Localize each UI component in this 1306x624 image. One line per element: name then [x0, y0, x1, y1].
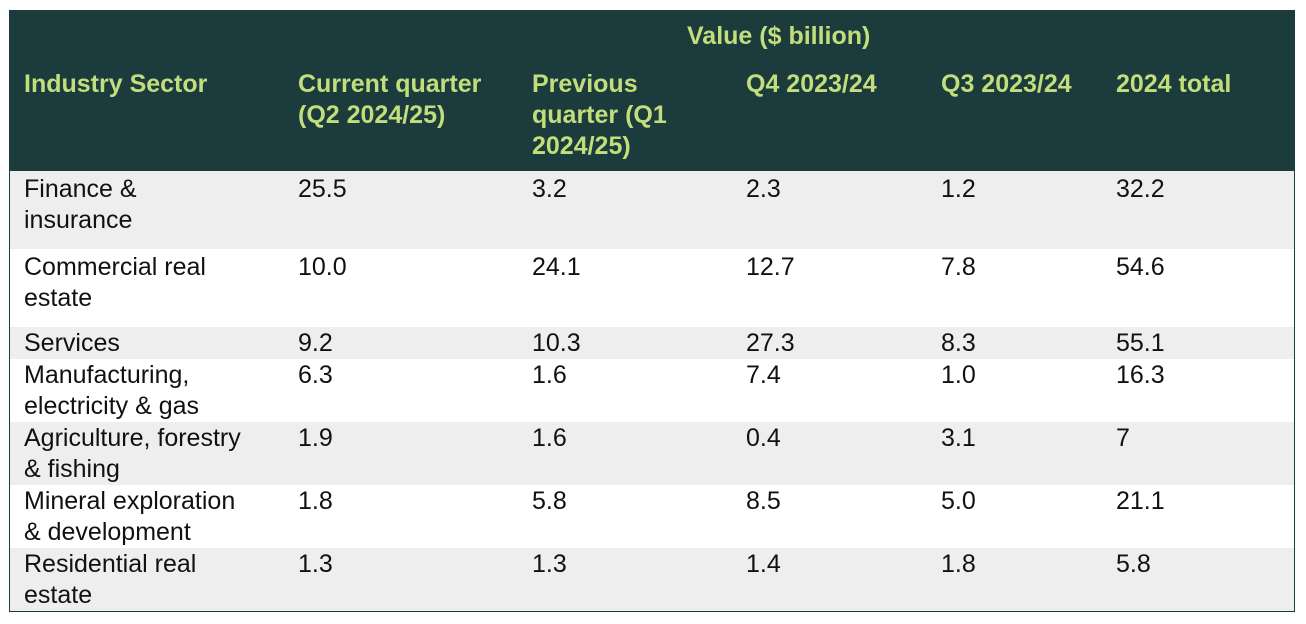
previous-quarter-cell: 10.3 [532, 329, 581, 357]
previous-quarter-cell: 5.8 [532, 487, 567, 515]
header-current-line-1: Current quarter [298, 70, 482, 98]
value-group-label: Value ($ billion) [687, 22, 871, 50]
header-current-line-2: (Q2 2024/25) [298, 101, 446, 129]
q3-cell: 3.1 [941, 424, 976, 452]
previous-quarter-cell: 24.1 [532, 253, 581, 281]
header-current-quarter: Current quarter (Q2 2024/25) [298, 69, 481, 131]
sector-line: Agriculture, forestry [24, 424, 241, 452]
q4-cell: 2.3 [746, 175, 781, 203]
table-row: Residential real estate 1.3 1.3 1.4 1.8 … [10, 548, 1294, 611]
q3-cell: 8.3 [941, 329, 976, 357]
sector-line: estate [24, 284, 93, 312]
sector-cell: Finance & insurance [24, 174, 137, 236]
sector-line: insurance [24, 206, 133, 234]
current-quarter-cell: 9.2 [298, 329, 333, 357]
total-cell: 21.1 [1116, 487, 1165, 515]
table-row: Mineral exploration & development 1.8 5.… [10, 485, 1294, 548]
table-row: Finance & insurance 25.5 3.2 2.3 1.2 32.… [10, 171, 1294, 249]
q4-cell: 12.7 [746, 253, 795, 281]
table-row: Agriculture, forestry & fishing 1.9 1.6 … [10, 422, 1294, 485]
current-quarter-cell: 25.5 [298, 175, 347, 203]
previous-quarter-cell: 3.2 [532, 175, 567, 203]
q3-cell: 7.8 [941, 253, 976, 281]
total-cell: 16.3 [1116, 361, 1165, 389]
total-cell: 5.8 [1116, 550, 1151, 578]
sector-line: & development [24, 518, 191, 546]
sector-cell: Commercial real estate [24, 252, 206, 314]
header-previous-line-2: quarter (Q1 [532, 101, 667, 129]
sector-line: estate [24, 581, 93, 609]
sector-line: Commercial real [24, 253, 206, 281]
sector-line: Services [24, 329, 120, 357]
current-quarter-cell: 1.3 [298, 550, 333, 578]
q4-cell: 0.4 [746, 424, 781, 452]
previous-quarter-cell: 1.3 [532, 550, 567, 578]
header-previous-line-3: 2024/25) [532, 132, 631, 160]
total-cell: 54.6 [1116, 253, 1165, 281]
sector-line: Finance & [24, 175, 137, 203]
previous-quarter-cell: 1.6 [532, 361, 567, 389]
table-header: Value ($ billion) Industry Sector Curren… [10, 11, 1294, 171]
sector-cell: Agriculture, forestry & fishing [24, 423, 241, 485]
q4-cell: 7.4 [746, 361, 781, 389]
sector-cell: Services [24, 328, 120, 359]
sector-line: & fishing [24, 455, 120, 483]
sector-cell: Manufacturing, electricity & gas [24, 360, 199, 422]
current-quarter-cell: 10.0 [298, 253, 347, 281]
industry-value-table: Value ($ billion) Industry Sector Curren… [9, 10, 1295, 612]
header-previous-quarter: Previous quarter (Q1 2024/25) [532, 69, 667, 162]
current-quarter-cell: 1.8 [298, 487, 333, 515]
sector-line: electricity & gas [24, 392, 200, 420]
q3-cell: 1.8 [941, 550, 976, 578]
q4-cell: 27.3 [746, 329, 795, 357]
sector-line: Residential real [24, 550, 197, 578]
table-row: Manufacturing, electricity & gas 6.3 1.6… [10, 359, 1294, 422]
sector-line: Manufacturing, [24, 361, 190, 389]
header-q4-2023-24: Q4 2023/24 [746, 70, 877, 98]
total-cell: 55.1 [1116, 329, 1165, 357]
header-q3-2023-24: Q3 2023/24 [941, 70, 1072, 98]
current-quarter-cell: 6.3 [298, 361, 333, 389]
q3-cell: 1.2 [941, 175, 976, 203]
sector-cell: Residential real estate [24, 549, 196, 611]
total-cell: 7 [1116, 424, 1130, 452]
q3-cell: 1.0 [941, 361, 976, 389]
sector-cell: Mineral exploration & development [24, 486, 235, 548]
total-cell: 32.2 [1116, 175, 1165, 203]
header-2024-total: 2024 total [1116, 70, 1232, 98]
q4-cell: 1.4 [746, 550, 781, 578]
q4-cell: 8.5 [746, 487, 781, 515]
current-quarter-cell: 1.9 [298, 424, 333, 452]
table-row: Commercial real estate 10.0 24.1 12.7 7.… [10, 249, 1294, 327]
previous-quarter-cell: 1.6 [532, 424, 567, 452]
header-previous-line-1: Previous [532, 70, 638, 98]
sector-line: Mineral exploration [24, 487, 236, 515]
header-industry-sector: Industry Sector [24, 70, 208, 98]
table-row: Services 9.2 10.3 27.3 8.3 55.1 [10, 327, 1294, 359]
q3-cell: 5.0 [941, 487, 976, 515]
